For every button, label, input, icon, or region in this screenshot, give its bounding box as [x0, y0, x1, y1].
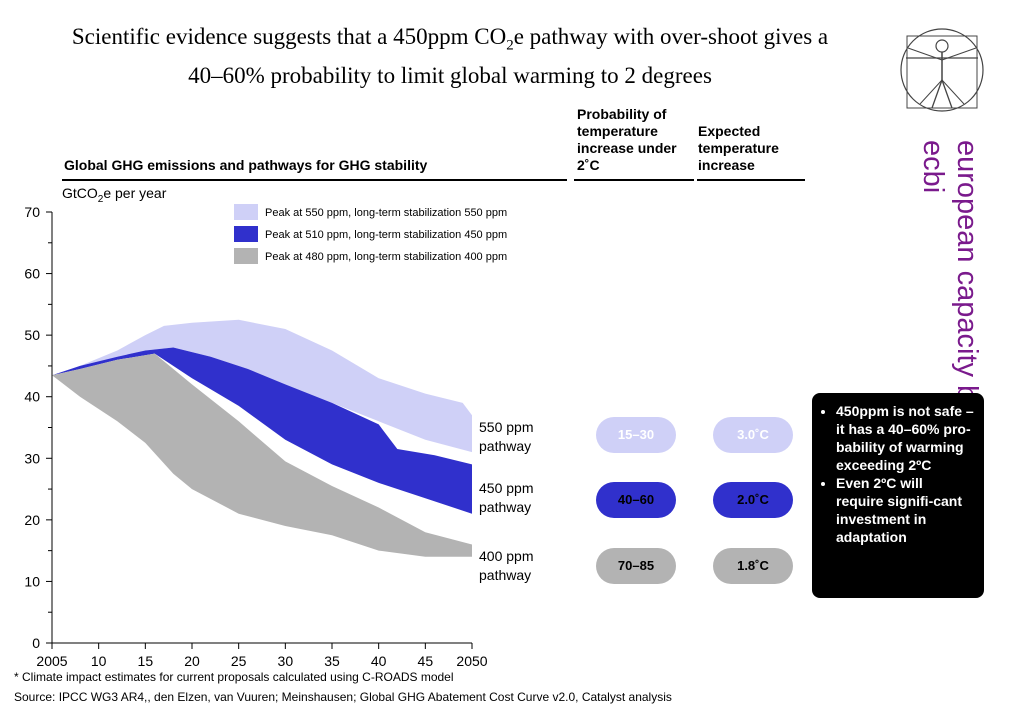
probability-header-rule [574, 179, 694, 181]
y-tick-label-70: 70 [24, 204, 40, 220]
series-area-1 [52, 347, 472, 514]
x-tick-label-2005: 2005 [36, 653, 67, 669]
y-tick-label-40: 40 [24, 389, 40, 405]
probability-badge-450: 40–60 [596, 482, 676, 518]
expected-badge-450: 2.0˚C [713, 482, 793, 518]
x-tick-label-2050: 2050 [456, 653, 487, 669]
x-tick-label-2040: 40 [371, 653, 387, 669]
y-tick-label-50: 50 [24, 327, 40, 343]
pathway-label-550-line2: pathway [479, 438, 532, 454]
title-line-2: 40–60% probability to limit global warmi… [188, 62, 712, 88]
pathway-label-400: 400 ppm pathway [479, 547, 533, 585]
callout-bullet-2: Even 2ºC will require signifi-cant inves… [836, 474, 974, 546]
source-note: Source: IPCC WG3 AR4,, den Elzen, van Vu… [14, 690, 672, 704]
pathway-label-550-line1: 550 ppm [479, 419, 534, 435]
y-tick-label-30: 30 [24, 450, 40, 466]
y-unit-main: GtCO [62, 185, 98, 201]
key-message-callout: 450ppm is not safe – it has a 40–60% pro… [812, 393, 984, 598]
y-tick-label-0: 0 [32, 635, 40, 651]
pathway-label-550: 550 ppm pathway [479, 418, 533, 456]
expected-badge-550: 3.0˚C [713, 417, 793, 453]
probability-header: Probability of temperature increase unde… [577, 106, 677, 173]
legend-swatch-0 [234, 204, 258, 220]
pathway-label-450-line1: 450 ppm [479, 480, 534, 496]
y-unit-label: GtCO2e per year [62, 185, 166, 205]
x-tick-label-2035: 35 [324, 653, 340, 669]
pathway-label-450: 450 ppm pathway [479, 479, 533, 517]
x-tick-label-2030: 30 [278, 653, 294, 669]
vitruvian-man-logo [900, 28, 984, 112]
chart-header-rule [62, 179, 567, 181]
x-tick-label-2020: 20 [184, 653, 200, 669]
pathway-label-400-line2: pathway [479, 567, 532, 583]
pathway-label-400-line1: 400 ppm [479, 548, 534, 564]
probability-badge-550: 15–30 [596, 417, 676, 453]
y-unit-rest: e per year [103, 185, 167, 201]
series-area-2 [52, 353, 472, 557]
expected-badge-400: 1.8˚C [713, 548, 793, 584]
title-part-1: Scientific evidence suggests that a 450p… [71, 24, 507, 49]
probability-badge-400: 70–85 [596, 548, 676, 584]
x-tick-label-2010: 10 [91, 653, 107, 669]
y-unit-sub: 2 [97, 193, 104, 205]
page-title: Scientific evidence suggests that a 450p… [0, 22, 900, 91]
title-subscript: 2 [506, 37, 514, 54]
expected-header-rule [697, 179, 805, 181]
y-tick-label-10: 10 [24, 573, 40, 589]
x-tick-label-2045: 45 [418, 653, 434, 669]
legend-label-1: Peak at 510 ppm, long-term stabilization… [265, 229, 507, 241]
y-tick-label-60: 60 [24, 266, 40, 282]
y-tick-label-20: 20 [24, 512, 40, 528]
x-tick-label-2015: 15 [138, 653, 154, 669]
expected-header: Expected temperature increase [698, 123, 779, 173]
title-part-2: e pathway with over-shoot gives a [513, 24, 829, 49]
callout-bullet-1: 450ppm is not safe – it has a 40–60% pro… [836, 402, 974, 474]
chart-header: Global GHG emissions and pathways for GH… [64, 157, 428, 173]
pathway-label-450-line2: pathway [479, 499, 532, 515]
x-tick-label-2025: 25 [231, 653, 247, 669]
legend-swatch-2 [234, 248, 258, 264]
legend-label-0: Peak at 550 ppm, long-term stabilization… [265, 207, 507, 219]
legend-label-2: Peak at 480 ppm, long-term stabilization… [265, 251, 507, 263]
footnote: * Climate impact estimates for current p… [14, 670, 454, 684]
series-area-0 [52, 319, 472, 453]
legend-swatch-1 [234, 226, 258, 242]
